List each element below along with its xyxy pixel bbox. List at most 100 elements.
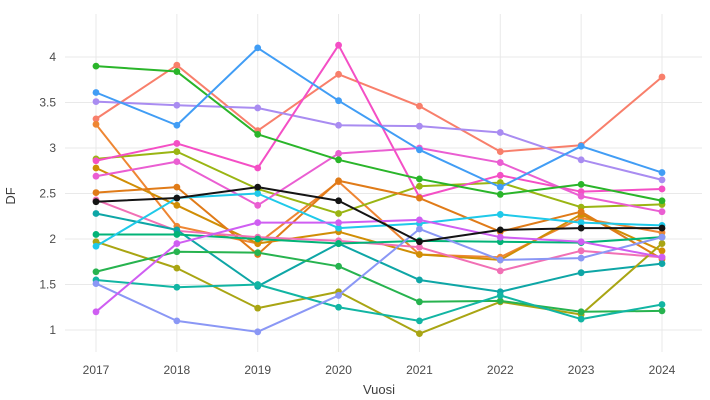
data-point bbox=[254, 219, 262, 227]
data-point bbox=[658, 197, 666, 205]
y-axis-title: DF bbox=[3, 187, 18, 204]
data-point bbox=[335, 177, 342, 185]
data-point bbox=[496, 256, 504, 264]
y-tick-label: 3 bbox=[49, 141, 56, 155]
data-point bbox=[335, 262, 342, 270]
data-point bbox=[577, 181, 585, 188]
data-point bbox=[577, 315, 585, 323]
data-point bbox=[335, 240, 342, 247]
data-point bbox=[658, 176, 666, 184]
data-point bbox=[254, 44, 262, 52]
data-point bbox=[416, 330, 423, 338]
data-point bbox=[658, 253, 666, 261]
x-axis-title: Vuosi bbox=[363, 382, 395, 397]
series-line-15 bbox=[95, 278, 663, 322]
data-point bbox=[577, 224, 585, 232]
data-point bbox=[416, 276, 423, 284]
data-point bbox=[92, 268, 100, 276]
y-tick-label: 3.5 bbox=[39, 96, 56, 110]
data-point bbox=[254, 249, 262, 257]
data-point bbox=[173, 240, 181, 247]
data-point bbox=[173, 194, 181, 202]
data-point bbox=[254, 164, 262, 172]
y-tick-label: 1.5 bbox=[39, 278, 56, 292]
data-point bbox=[496, 233, 504, 241]
y-tick-label: 2 bbox=[49, 232, 56, 246]
series-line-12 bbox=[95, 240, 663, 335]
data-point bbox=[173, 68, 181, 75]
data-point bbox=[658, 185, 666, 193]
data-point bbox=[416, 216, 423, 224]
data-point bbox=[92, 172, 100, 180]
data-point bbox=[173, 201, 181, 209]
data-point bbox=[658, 224, 666, 232]
series-line-5 bbox=[95, 44, 663, 199]
x-tick-label: 2019 bbox=[244, 363, 271, 377]
data-point bbox=[658, 260, 666, 267]
data-point bbox=[658, 307, 666, 315]
data-point bbox=[577, 219, 585, 227]
data-series bbox=[92, 41, 666, 338]
data-point bbox=[335, 210, 342, 217]
data-point bbox=[496, 183, 504, 191]
series-line-4 bbox=[95, 150, 663, 215]
series-line-13 bbox=[95, 192, 663, 248]
data-point bbox=[92, 157, 100, 165]
data-point bbox=[173, 140, 181, 147]
data-point bbox=[416, 122, 423, 130]
data-point bbox=[173, 158, 181, 166]
data-point bbox=[416, 298, 423, 306]
data-point bbox=[577, 308, 585, 316]
data-point bbox=[92, 120, 100, 128]
series-line-18 bbox=[95, 65, 663, 202]
data-point bbox=[254, 190, 262, 197]
data-point bbox=[92, 242, 100, 250]
data-point bbox=[416, 182, 423, 190]
data-point bbox=[335, 197, 342, 205]
data-point bbox=[335, 292, 342, 299]
series-line-8 bbox=[95, 179, 663, 261]
data-point bbox=[496, 226, 504, 234]
data-point bbox=[173, 148, 181, 156]
data-point bbox=[577, 254, 585, 262]
data-point bbox=[335, 303, 342, 311]
data-point bbox=[577, 156, 585, 164]
data-point bbox=[173, 317, 181, 325]
data-point bbox=[416, 238, 423, 246]
data-point bbox=[254, 104, 262, 112]
x-tick-label: 2018 bbox=[164, 363, 191, 377]
data-point bbox=[92, 98, 100, 105]
data-point bbox=[173, 183, 181, 191]
data-point bbox=[496, 191, 504, 198]
data-point bbox=[416, 175, 423, 183]
x-tick-label: 2023 bbox=[568, 363, 595, 377]
data-point bbox=[92, 189, 100, 196]
data-point bbox=[92, 62, 100, 70]
data-point bbox=[496, 211, 504, 218]
y-tick-label: 1 bbox=[49, 323, 56, 337]
data-point bbox=[577, 269, 585, 277]
data-point bbox=[254, 328, 262, 336]
data-point bbox=[496, 148, 504, 156]
data-point bbox=[173, 231, 181, 238]
data-point bbox=[254, 281, 262, 288]
y-tick-label: 2.5 bbox=[39, 187, 56, 201]
series-line-3 bbox=[95, 123, 663, 259]
x-tick-label: 2022 bbox=[487, 363, 514, 377]
data-point bbox=[577, 192, 585, 200]
axis-ticks: 1 1.5 2 2.5 3 3.5 4 2017 2018 2019 2020 2021 2022 202… bbox=[39, 50, 675, 377]
plot-area[interactable] bbox=[65, 14, 702, 352]
series-line-16 bbox=[95, 227, 663, 333]
data-point bbox=[658, 233, 666, 241]
x-tick-label: 2024 bbox=[649, 363, 676, 377]
data-point bbox=[416, 251, 423, 258]
series-line-9 bbox=[95, 198, 663, 272]
data-point bbox=[173, 101, 181, 109]
series-line-14 bbox=[95, 250, 663, 313]
data-point bbox=[92, 115, 100, 123]
data-point bbox=[577, 247, 585, 255]
data-point bbox=[335, 224, 342, 232]
data-point bbox=[416, 102, 423, 110]
data-point bbox=[496, 171, 504, 179]
